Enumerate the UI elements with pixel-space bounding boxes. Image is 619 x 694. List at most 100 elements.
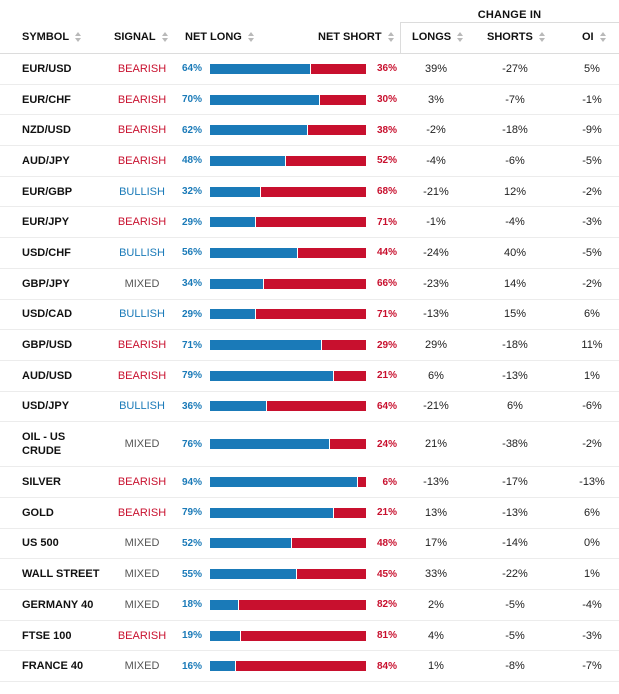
symbol-link[interactable]: AUD/USD	[22, 369, 73, 382]
sentiment-bar	[210, 155, 366, 166]
table-body: EUR/USD BEARISH 64% 36% 39% -27% 5% EUR/CHF BEAR…	[0, 54, 619, 683]
sentiment-bar	[210, 439, 366, 450]
symbol-link[interactable]: US 500	[22, 537, 59, 550]
net-long-bar-fill	[210, 439, 329, 450]
sort-icon	[161, 32, 169, 42]
change-shorts-value: -13%	[502, 369, 528, 382]
sort-icon	[247, 32, 255, 42]
symbol-header-label: SYMBOL	[22, 31, 70, 43]
net-long-value: 94%	[181, 476, 202, 488]
symbol-link[interactable]: AUD/JPY	[22, 154, 70, 167]
net-long-value: 32%	[181, 186, 202, 198]
signal-label: BEARISH	[117, 93, 167, 106]
sentiment-bar	[210, 477, 366, 488]
table-row[interactable]: NZD/USD BEARISH 62% 38% -2% -18% -9%	[0, 115, 619, 147]
change-longs-value: 2%	[428, 598, 444, 611]
change-longs-value: -13%	[423, 308, 449, 321]
symbol-link[interactable]: EUR/CHF	[22, 93, 71, 106]
symbol-link[interactable]: SILVER	[22, 476, 61, 489]
symbol-link[interactable]: EUR/USD	[22, 62, 72, 75]
change-longs-value: 3%	[428, 93, 444, 106]
shorts-column-header[interactable]: SHORTS	[487, 31, 546, 43]
symbol-link[interactable]: USD/JPY	[22, 400, 70, 413]
symbol-link[interactable]: EUR/JPY	[22, 216, 70, 229]
signal-label: MIXED	[124, 537, 160, 550]
change-shorts-value: -6%	[505, 154, 525, 167]
net-short-column-header[interactable]: NET SHORT	[318, 31, 395, 43]
signal-label: BEARISH	[117, 124, 167, 137]
table-row[interactable]: SILVER BEARISH 94% 6% -13% -17% -13%	[0, 467, 619, 498]
table-row[interactable]: USD/CAD BULLISH 29% 71% -13% 15% 6%	[0, 300, 619, 331]
table-row[interactable]: USD/CHF BULLISH 56% 44% -24% 40% -5%	[0, 238, 619, 269]
sentiment-bar	[210, 247, 366, 258]
table-row[interactable]: FTSE 100 BEARISH 19% 81% 4% -5% -3%	[0, 621, 619, 652]
net-long-header-label: NET LONG	[185, 31, 242, 43]
symbol-link[interactable]: WALL STREET	[22, 568, 100, 581]
net-long-bar-fill	[210, 370, 334, 381]
change-oi-value: -4%	[582, 598, 602, 611]
table-row[interactable]: GBP/USD BEARISH 71% 29% 29% -18% 11%	[0, 330, 619, 361]
net-short-bar-fill	[292, 538, 366, 549]
net-short-value: 30%	[376, 94, 397, 106]
signal-label: MIXED	[124, 568, 160, 581]
change-oi-value: -2%	[582, 185, 602, 198]
symbol-link[interactable]: NZD/USD	[22, 124, 71, 137]
net-long-value: 48%	[181, 155, 202, 167]
change-shorts-value: 12%	[503, 185, 527, 198]
change-oi-value: 6%	[584, 506, 600, 519]
sentiment-bar	[210, 186, 366, 197]
table-row[interactable]: WALL STREET MIXED 55% 45% 33% -22% 1%	[0, 559, 619, 590]
symbol-link[interactable]: GBP/USD	[22, 339, 73, 352]
table-row[interactable]: USD/JPY BULLISH 36% 64% -21% 6% -6%	[0, 392, 619, 423]
change-shorts-value: 15%	[503, 308, 527, 321]
table-row[interactable]: US 500 MIXED 52% 48% 17% -14% 0%	[0, 529, 619, 560]
net-long-value: 29%	[181, 308, 202, 320]
longs-column-header[interactable]: LONGS	[412, 31, 464, 43]
sentiment-bar	[210, 217, 366, 228]
symbol-link[interactable]: USD/CHF	[22, 246, 71, 259]
shorts-header-label: SHORTS	[487, 31, 533, 43]
change-shorts-value: -38%	[502, 438, 528, 451]
table-row[interactable]: GOLD BEARISH 79% 21% 13% -13% 6%	[0, 498, 619, 529]
table-row[interactable]: AUD/JPY BEARISH 48% 52% -4% -6% -5%	[0, 146, 619, 177]
symbol-link[interactable]: USD/CAD	[22, 308, 73, 321]
net-long-bar-fill	[210, 63, 310, 74]
symbol-link[interactable]: GBP/JPY	[22, 277, 70, 290]
table-row[interactable]: EUR/GBP BULLISH 32% 68% -21% 12% -2%	[0, 177, 619, 208]
change-shorts-value: -17%	[502, 476, 528, 489]
net-short-bar-fill	[240, 630, 366, 641]
change-longs-value: 6%	[428, 369, 444, 382]
table-row[interactable]: GBP/JPY MIXED 34% 66% -23% 14% -2%	[0, 269, 619, 300]
table-row[interactable]: EUR/CHF BEARISH 70% 30% 3% -7% -1%	[0, 85, 619, 116]
signal-label: MIXED	[124, 277, 160, 290]
sentiment-bar	[210, 507, 366, 518]
symbol-link[interactable]: GOLD	[22, 506, 54, 519]
net-short-value: 6%	[382, 476, 397, 488]
table-row[interactable]: FRANCE 40 MIXED 16% 84% 1% -8% -7%	[0, 651, 619, 683]
table-row[interactable]: OIL - US CRUDE MIXED 76% 24% 21% -38% -2%	[0, 422, 619, 468]
symbol-link[interactable]: EUR/GBP	[22, 185, 73, 198]
table-row[interactable]: AUD/USD BEARISH 79% 21% 6% -13% 1%	[0, 361, 619, 392]
net-long-bar-fill	[210, 217, 256, 228]
net-short-header-label: NET SHORT	[318, 31, 382, 43]
symbol-link[interactable]: OIL - US CRUDE	[22, 431, 66, 458]
net-short-bar-fill	[296, 569, 366, 580]
sort-icon	[75, 32, 82, 42]
net-short-bar-fill	[260, 186, 366, 197]
net-short-bar-fill	[256, 309, 366, 320]
net-long-column-header[interactable]: NET LONG	[185, 31, 255, 43]
oi-column-header[interactable]: OI	[582, 31, 607, 43]
symbol-column-header[interactable]: SYMBOL	[22, 31, 82, 43]
symbol-link[interactable]: FRANCE 40	[22, 660, 84, 673]
symbol-link[interactable]: FTSE 100	[22, 629, 72, 642]
signal-column-header[interactable]: SIGNAL	[114, 31, 169, 43]
change-oi-value: 6%	[584, 308, 600, 321]
net-long-bar-fill	[210, 309, 256, 320]
symbol-link[interactable]: GERMANY 40	[22, 598, 94, 611]
net-short-bar-fill	[320, 94, 366, 105]
table-row[interactable]: GERMANY 40 MIXED 18% 82% 2% -5% -4%	[0, 590, 619, 621]
signal-label: MIXED	[124, 598, 160, 611]
signal-label: BULLISH	[119, 400, 165, 413]
table-row[interactable]: EUR/USD BEARISH 64% 36% 39% -27% 5%	[0, 54, 619, 85]
table-row[interactable]: EUR/JPY BEARISH 29% 71% -1% -4% -3%	[0, 207, 619, 239]
